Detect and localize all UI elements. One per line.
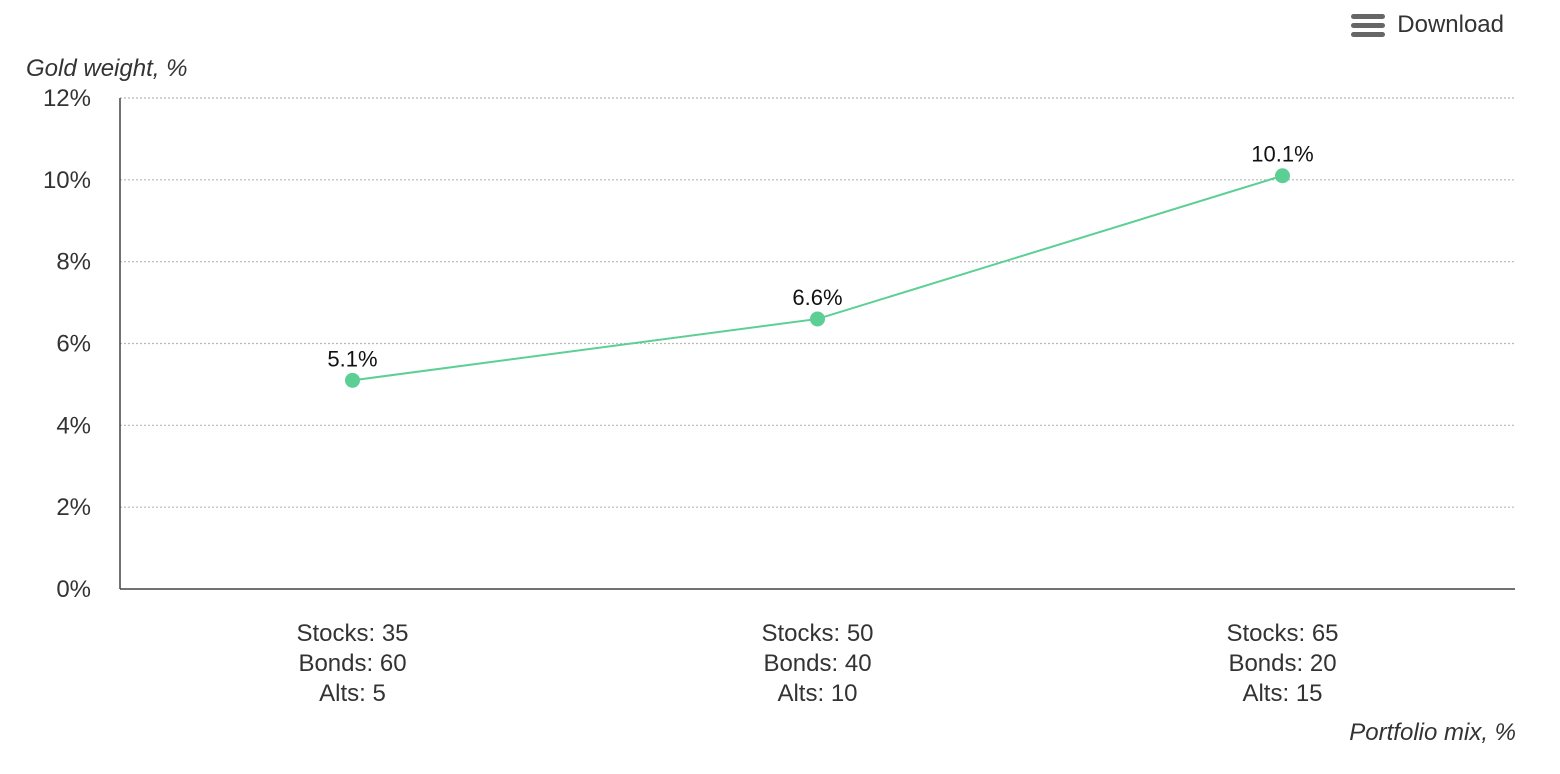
download-label: Download — [1397, 11, 1504, 38]
data-label: 5.1% — [327, 346, 377, 371]
y-tick-label: 8% — [56, 249, 91, 276]
data-label: 10.1% — [1251, 142, 1313, 167]
x-tick-label: Stocks: 50 — [761, 620, 873, 647]
y-tick-label: 12% — [43, 85, 91, 112]
hamburger-menu-icon — [1351, 13, 1386, 37]
data-point — [345, 372, 360, 388]
y-tick-label: 2% — [56, 494, 91, 521]
download-button[interactable]: Download — [1351, 8, 1504, 42]
y-tick-label: 0% — [56, 576, 91, 603]
x-axis-title: Portfolio mix, % — [1349, 719, 1516, 746]
x-tick-label: Stocks: 35 — [296, 620, 408, 647]
y-tick-label: 10% — [43, 167, 91, 194]
y-axis-title: Gold weight, % — [26, 55, 188, 82]
y-tick-label: 4% — [56, 412, 91, 439]
data-point — [810, 311, 825, 327]
data-label: 6.6% — [792, 285, 842, 310]
x-tick-label: Bonds: 20 — [1228, 650, 1336, 677]
x-tick-label: Alts: 10 — [777, 680, 857, 707]
x-tick-label: Alts: 15 — [1242, 680, 1322, 707]
y-tick-label: 6% — [56, 331, 91, 358]
x-tick-label: Alts: 5 — [319, 680, 386, 707]
series-line — [352, 174, 1283, 382]
x-tick-label: Bonds: 60 — [298, 650, 406, 677]
data-point — [1275, 168, 1290, 184]
x-tick-label: Stocks: 65 — [1226, 620, 1338, 647]
x-tick-label: Bonds: 40 — [763, 650, 871, 677]
